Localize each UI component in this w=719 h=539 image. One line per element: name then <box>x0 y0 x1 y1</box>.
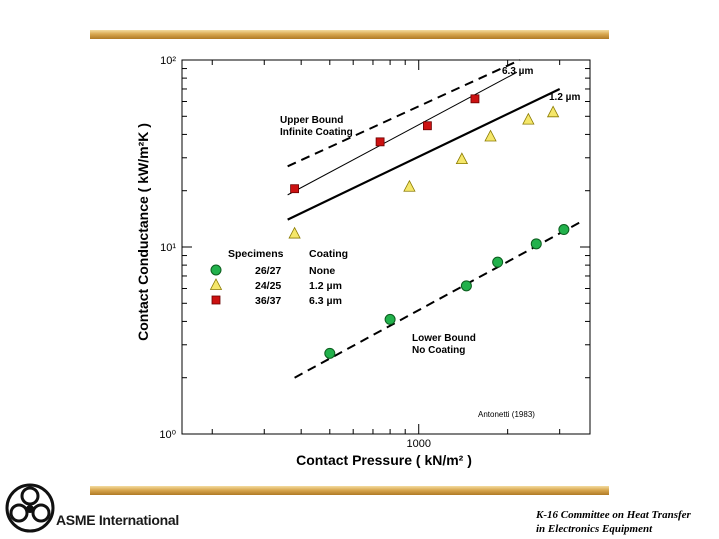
legend-coating-label: 1.2 µm <box>309 280 342 292</box>
legend-specimens-label: 36/37 <box>255 295 281 307</box>
data-point-square <box>470 94 480 104</box>
legend-coating-label: None <box>309 265 335 277</box>
legend-header-coating: Coating <box>309 248 348 260</box>
annotation-label-12: 1.2 µm <box>549 92 580 103</box>
bound-line-3 <box>287 87 561 221</box>
annotation-upper-1: Upper Bound <box>280 115 343 126</box>
data-point-circle <box>384 313 396 325</box>
data-point-triangle <box>522 112 535 125</box>
annotation-lower-1: Lower Bound <box>412 333 476 344</box>
committee-caption: K-16 Committee on Heat Transfer in Elect… <box>536 508 691 536</box>
data-point-square <box>423 121 432 131</box>
y-tick-label: 10¹ <box>160 242 176 254</box>
conductance-chart: 10⁰ 10¹ 10² 1000 Contact Pressure ( kN/m² ) C… <box>135 55 591 468</box>
y-tick-label: 10⁰ <box>159 429 176 441</box>
data-point-circle <box>460 280 472 292</box>
data-point-triangle <box>546 105 560 118</box>
legend-marker-square <box>211 295 221 305</box>
x-axis-label: Contact Pressure ( kN/m² ) <box>296 452 472 468</box>
bound-line-2 <box>287 71 518 196</box>
data-point-square <box>375 137 385 147</box>
decorative-rule-bottom <box>90 486 609 495</box>
data-point-triangle <box>288 226 301 239</box>
data-point-circle <box>558 224 570 236</box>
legend-marker-triangle <box>209 278 223 290</box>
data-point-circle <box>324 347 336 359</box>
data-point-circle <box>530 238 542 250</box>
decorative-rule-top <box>90 30 609 39</box>
bound-line-1 <box>287 59 521 168</box>
data-point-triangle <box>403 179 416 192</box>
y-tick-label: 10² <box>160 55 176 67</box>
data-point-triangle <box>484 129 497 142</box>
legend-marker-circle <box>210 264 222 276</box>
legend-specimens-label: 24/25 <box>255 280 281 292</box>
org-name: ASME International <box>56 512 179 528</box>
committee-line-2: in Electronics Equipment <box>536 523 653 535</box>
data-point-circle <box>492 256 504 268</box>
annotation-lower-2: No Coating <box>412 345 465 356</box>
x-tick-label: 1000 <box>406 438 430 450</box>
y-axis-label: Contact Conductance ( kW/m²K ) <box>135 123 151 341</box>
legend-specimens-label: 26/27 <box>255 265 281 277</box>
legend-coating-label: 6.3 µm <box>309 295 342 307</box>
annotation-upper-2: Infinite Coating <box>280 127 353 138</box>
data-point-square <box>290 184 299 194</box>
legend-header-specimens: Specimens <box>228 248 284 260</box>
committee-line-1: K-16 Committee on Heat Transfer <box>536 509 691 521</box>
annotation-source: Antonetti (1983) <box>478 410 535 419</box>
annotation-label-63: 6.3 µm <box>502 66 533 77</box>
asme-logo-icon <box>5 483 55 533</box>
bound-line-4 <box>294 221 580 379</box>
data-point-triangle <box>455 152 469 165</box>
